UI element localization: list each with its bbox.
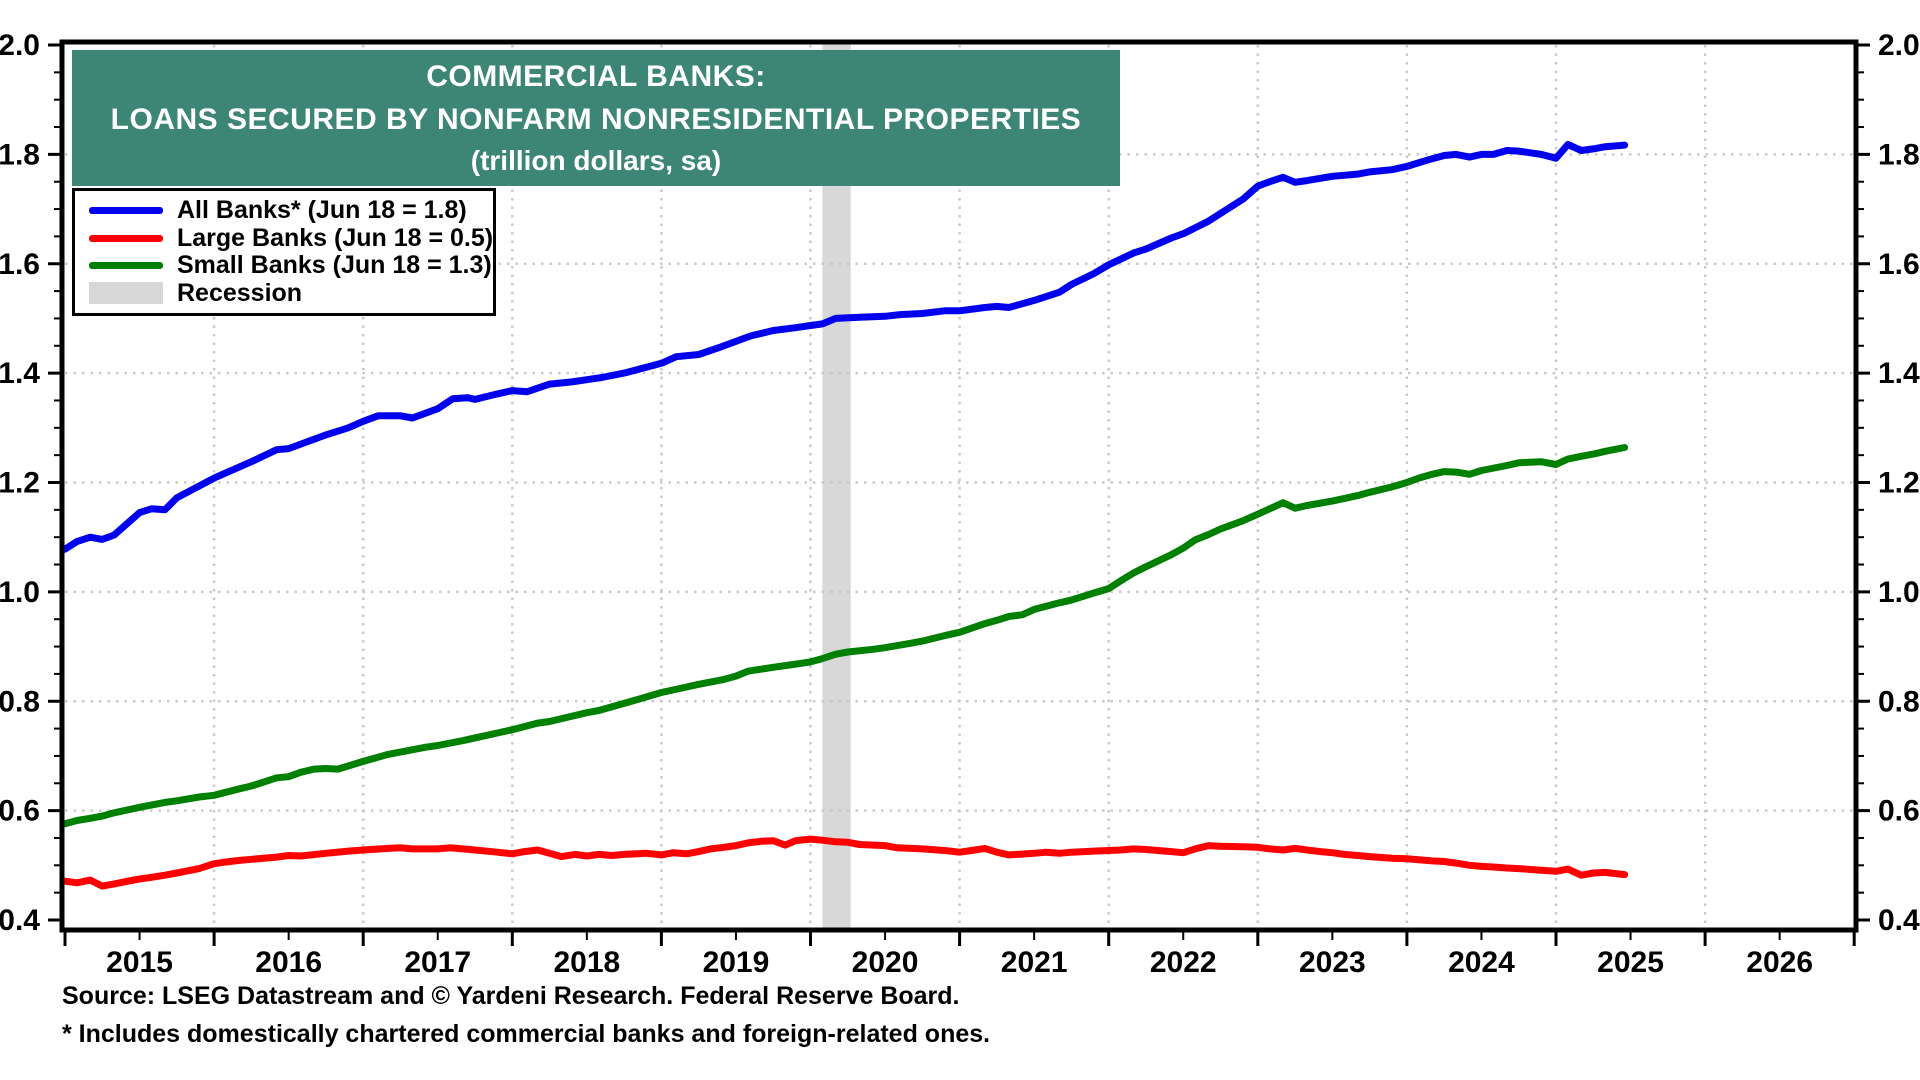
y-axis-label-right: 1.4 (1878, 357, 1920, 390)
source-text: Source: LSEG Datastream and © Yardeni Re… (62, 982, 960, 1010)
y-axis-label-right: 1.0 (1878, 576, 1920, 609)
legend-label: Recession (177, 278, 303, 307)
y-axis-label-right: 0.8 (1878, 685, 1920, 718)
small-banks-line (61, 444, 1629, 828)
x-axis-year-label: 2022 (1150, 946, 1217, 979)
y-axis-label-left: 0.6 (0, 795, 40, 828)
y-axis-label-right: 1.8 (1878, 138, 1920, 171)
y-axis-label-left: 2.0 (0, 29, 40, 62)
y-axis-label-right: 0.4 (1878, 904, 1920, 937)
recession-swatch (89, 282, 163, 305)
y-axis-label-left: 1.4 (0, 357, 40, 390)
y-axis-label-left: 0.4 (0, 904, 40, 937)
recession-band (822, 44, 851, 928)
x-axis-year-label: 2016 (255, 946, 322, 979)
source-block: Source: LSEG Datastream and © Yardeni Re… (62, 982, 1462, 1049)
legend-label: Small Banks (Jun 18 = 1.3) (177, 251, 492, 280)
legend-item-2: Small Banks (Jun 18 = 1.3) (89, 253, 493, 279)
legend-label: All Banks* (Jun 18 = 1.8) (177, 196, 467, 225)
y-axis-label-left: 0.8 (0, 685, 40, 718)
series-swatch (89, 207, 163, 215)
y-axis-label-left: 1.2 (0, 467, 40, 500)
y-axis-label-right: 2.0 (1878, 29, 1920, 62)
x-axis-year-label: 2026 (1746, 946, 1813, 979)
legend: All Banks* (Jun 18 = 1.8) Large Banks (Ju… (72, 188, 496, 316)
x-axis-year-label: 2018 (553, 946, 620, 979)
y-axis-label-right: 1.2 (1878, 467, 1920, 500)
y-axis-label-left: 1.8 (0, 138, 40, 171)
all-banks-line (61, 141, 1629, 553)
x-axis-year-label: 2020 (852, 946, 919, 979)
legend-item-1: Large Banks (Jun 18 = 0.5) (89, 225, 493, 251)
y-axis-label-right: 1.6 (1878, 248, 1920, 281)
chart-title-subtitle: (trillion dollars, sa) (470, 144, 722, 176)
footnote-text: * Includes domestically chartered commer… (62, 1020, 991, 1048)
series-swatch (89, 262, 163, 270)
x-axis-year-label: 2021 (1001, 946, 1068, 979)
legend-label: Large Banks (Jun 18 = 0.5) (177, 223, 494, 252)
y-axis-label-right: 0.6 (1878, 795, 1920, 828)
x-axis-year-label: 2019 (703, 946, 770, 979)
chart-title-line1: COMMERCIAL BANKS: (426, 59, 766, 93)
x-axis-year-label: 2015 (106, 946, 173, 979)
series-swatch (89, 234, 163, 242)
large-banks-line (61, 835, 1629, 890)
chart-title-line2: LOANS SECURED BY NONFARM NONRESIDENTIAL … (110, 102, 1082, 136)
x-axis-year-label: 2024 (1448, 946, 1515, 979)
x-axis-year-label: 2017 (404, 946, 471, 979)
legend-item-0: All Banks* (Jun 18 = 1.8) (89, 198, 493, 224)
y-axis-label-left: 1.0 (0, 576, 40, 609)
x-axis-year-label: 2023 (1299, 946, 1366, 979)
y-axis-label-left: 1.6 (0, 248, 40, 281)
x-axis-year-label: 2025 (1597, 946, 1664, 979)
legend-item-3: Recession (89, 280, 493, 306)
chart-title-box: COMMERCIAL BANKS: LOANS SECURED BY NONFA… (72, 50, 1120, 186)
